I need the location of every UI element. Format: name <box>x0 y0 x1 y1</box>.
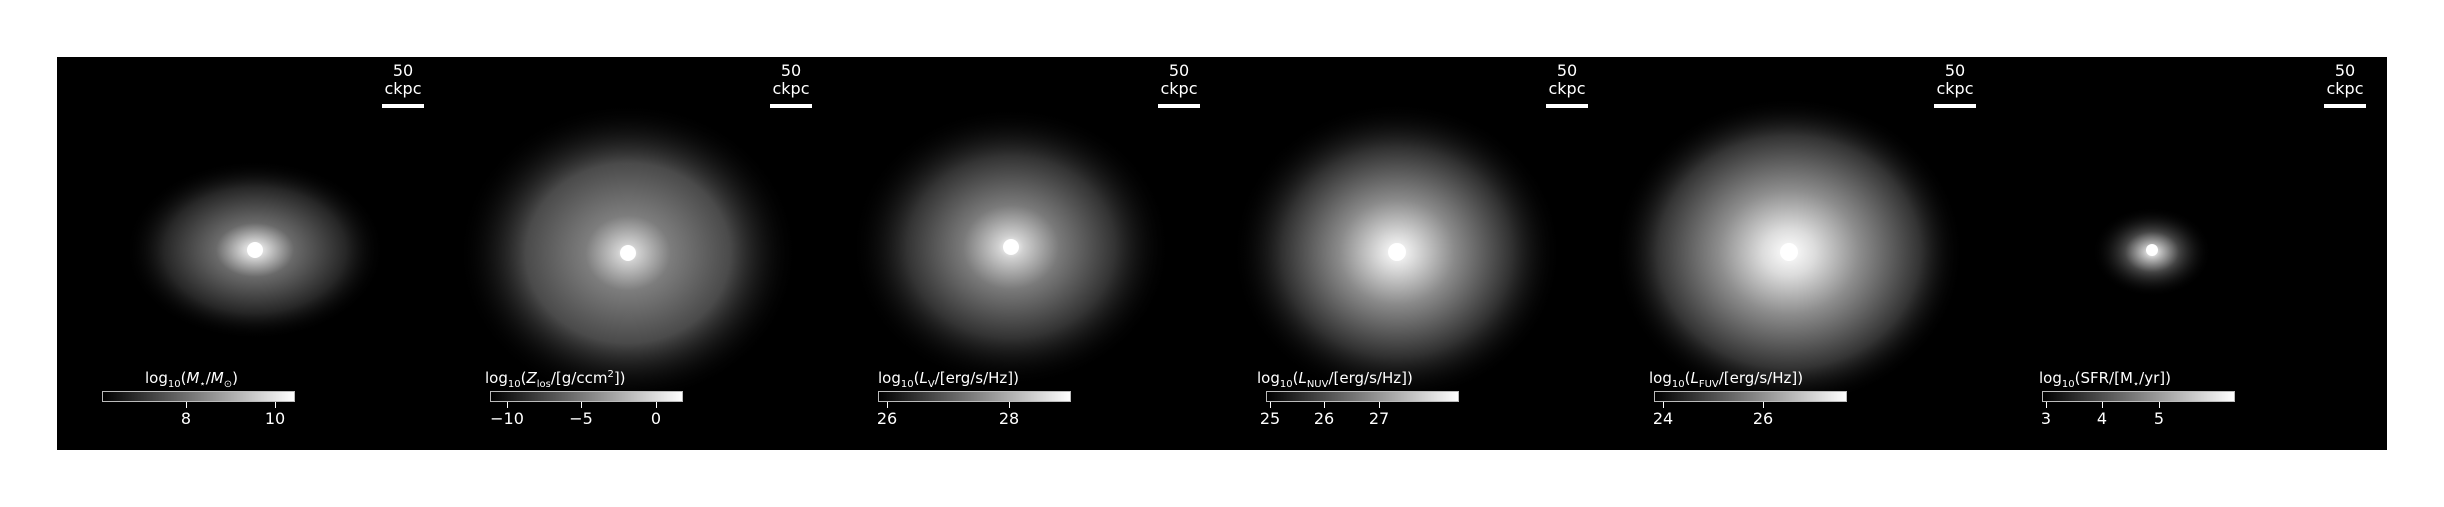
colorbar <box>1266 391 1459 402</box>
stellar-mass-map <box>125 160 385 340</box>
colorbar-tick-label: 8 <box>180 409 192 428</box>
scalebar-line <box>770 104 812 108</box>
scalebar: 50 ckpc <box>761 62 821 108</box>
scalebar: 50 ckpc <box>1149 62 1209 108</box>
colorbar <box>878 391 1071 402</box>
panel-nuv-luminosity: 50 ckpc log10(LNUV/[erg/s/Hz]) 25 26 27 <box>1221 57 1609 450</box>
colorbar-tick <box>2102 402 2103 408</box>
colorbar-tick-label: 0 <box>650 409 662 428</box>
colorbar-label: log10(SFR/[M⋆/yr]) <box>2039 369 2171 390</box>
sfr-map <box>2092 207 2212 297</box>
colorbar-label: log10(LFUV/[erg/s/Hz]) <box>1649 369 1804 390</box>
panel-fuv-luminosity: 50 ckpc log10(LFUV/[erg/s/Hz]) 24 26 <box>1609 57 1997 450</box>
colorbar-tick <box>581 402 582 408</box>
scalebar: 50 ckpc <box>2315 62 2375 108</box>
colorbar-tick <box>1663 402 1664 408</box>
scalebar: 50 ckpc <box>1925 62 1985 108</box>
scalebar-label: 50 ckpc <box>1160 61 1198 98</box>
colorbar <box>1654 391 1847 402</box>
panel-metallicity: 50 ckpc log10(Zlos/[g/ccm2]) −10 −5 0 <box>445 57 833 450</box>
colorbar-tick-label: 26 <box>1752 409 1774 428</box>
colorbar-tick-label: 27 <box>1368 409 1390 428</box>
colorbar-tick <box>186 402 187 408</box>
panel-sfr: 50 ckpc log10(SFR/[M⋆/yr]) 3 4 5 <box>1997 57 2387 450</box>
image-strip: 50 ckpc log10(M⋆/M⊙) 8 10 <box>57 57 2387 450</box>
colorbar-tick-label: 28 <box>998 409 1020 428</box>
colorbar-tick <box>275 402 276 408</box>
v-luminosity-map <box>851 107 1171 387</box>
colorbar-tick <box>1324 402 1325 408</box>
panel-v-luminosity: 50 ckpc log10(LV/[erg/s/Hz]) 26 28 <box>833 57 1221 450</box>
colorbar <box>2042 391 2235 402</box>
colorbar-tick <box>1009 402 1010 408</box>
scalebar-label: 50 ckpc <box>1936 61 1974 98</box>
scalebar-label: 50 ckpc <box>772 61 810 98</box>
colorbar-tick <box>1379 402 1380 408</box>
scalebar-line <box>1934 104 1976 108</box>
scalebar-label: 50 ckpc <box>1548 61 1586 98</box>
colorbar-tick-label: 26 <box>876 409 898 428</box>
colorbar <box>490 391 683 402</box>
colorbar <box>102 391 295 402</box>
colorbar-tick-label: 24 <box>1652 409 1674 428</box>
colorbar-label: log10(M⋆/M⊙) <box>145 369 238 390</box>
nuv-luminosity-map <box>1232 102 1562 402</box>
colorbar-tick-label: 3 <box>2040 409 2052 428</box>
colorbar-tick-label: 10 <box>264 409 286 428</box>
scalebar-line <box>2324 104 2366 108</box>
colorbar-label: log10(LV/[erg/s/Hz]) <box>878 369 1020 390</box>
colorbar-tick-label: 4 <box>2096 409 2108 428</box>
colorbar-tick <box>1270 402 1271 408</box>
scalebar-line <box>1546 104 1588 108</box>
scalebar: 50 ckpc <box>373 62 433 108</box>
colorbar-label: log10(Zlos/[g/ccm2]) <box>485 369 626 390</box>
colorbar-tick-label: 25 <box>1259 409 1281 428</box>
colorbar-tick <box>507 402 508 408</box>
scalebar-label: 50 ckpc <box>2326 61 2364 98</box>
colorbar-tick <box>1763 402 1764 408</box>
colorbar-tick <box>887 402 888 408</box>
colorbar-tick <box>656 402 657 408</box>
scalebar-label: 50 ckpc <box>384 61 422 98</box>
scalebar: 50 ckpc <box>1537 62 1597 108</box>
colorbar-tick-label: 5 <box>2153 409 2165 428</box>
colorbar-label: log10(LNUV/[erg/s/Hz]) <box>1257 369 1413 390</box>
colorbar-tick <box>2159 402 2160 408</box>
panel-stellar-mass: 50 ckpc log10(M⋆/M⊙) 8 10 <box>57 57 445 450</box>
colorbar-tick-label: 26 <box>1313 409 1335 428</box>
scalebar-line <box>1158 104 1200 108</box>
fuv-luminosity-map <box>1614 97 1964 407</box>
colorbar-tick-label: −5 <box>569 409 593 428</box>
colorbar-tick-label: −10 <box>490 409 524 428</box>
colorbar-tick <box>2046 402 2047 408</box>
scalebar-line <box>382 104 424 108</box>
metallicity-map <box>458 103 798 403</box>
